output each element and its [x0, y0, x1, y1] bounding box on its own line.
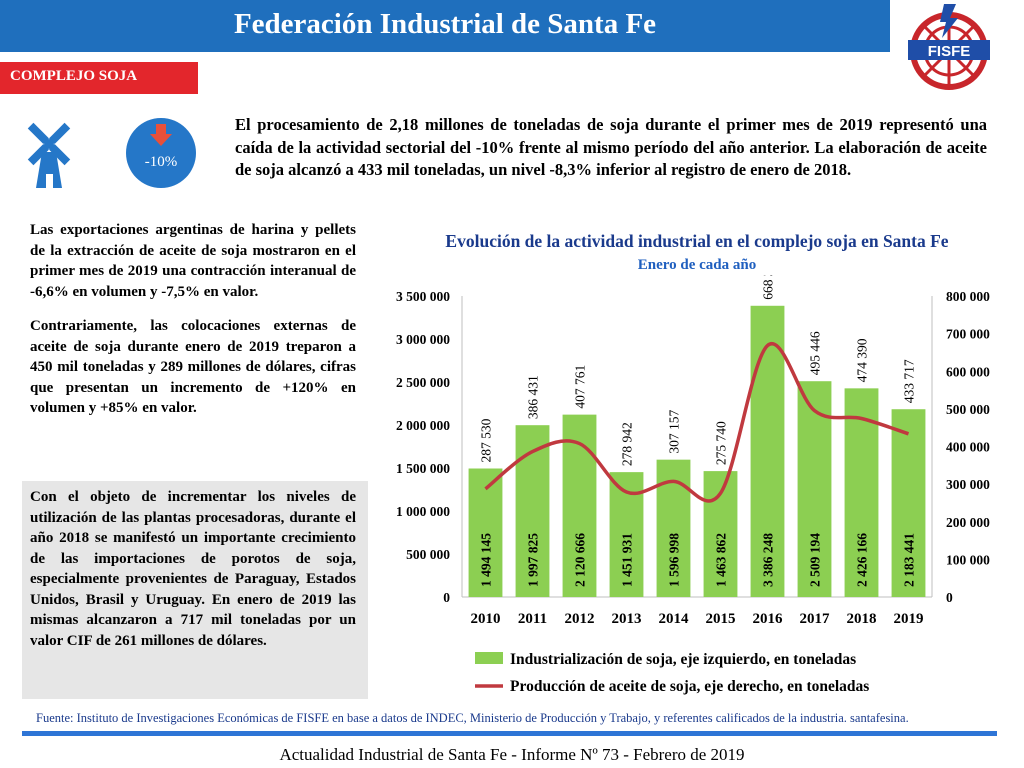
x-tick-label: 2011: [518, 611, 547, 627]
section-tag: COMPLEJO SOJA: [0, 62, 198, 94]
x-tick-label: 2018: [847, 611, 877, 627]
y-left-tick-label: 2 500 000: [396, 375, 450, 390]
bar-data-label: 1 463 862: [714, 533, 729, 587]
bar-data-label: 1 494 145: [479, 533, 494, 587]
bar-data-label: 2 426 166: [855, 533, 870, 587]
bar-data-label: 1 997 825: [526, 533, 541, 587]
line-oil-production: [484, 341, 910, 503]
y-right-tick-label: 500 000: [946, 402, 990, 417]
y-right-tick-label: 700 000: [946, 327, 990, 342]
y-right-tick-label: 300 000: [946, 477, 990, 492]
y-left-tick-label: 0: [443, 590, 450, 605]
bar-data-label: 2 509 194: [808, 533, 823, 587]
line-data-label: 495 446: [808, 331, 823, 375]
bar-industrialization: [515, 425, 550, 597]
bar-industrialization: [750, 305, 785, 597]
intro-paragraph: El procesamiento de 2,18 millones de ton…: [235, 115, 987, 179]
x-tick-label: 2019: [894, 611, 924, 627]
x-tick-label: 2014: [659, 611, 690, 627]
soy-activity-chart: 0 500 000 1 000 000 1 500 000 2 000 000 2 500…: [396, 275, 990, 695]
legend-line-label: Producción de aceite de soja, eje derech…: [510, 678, 869, 695]
left-column: Las exportaciones argentinas de harina y…: [30, 220, 356, 433]
logo-text: FISFE: [928, 43, 971, 60]
legend-bar-label: Industrialización de soja, eje izquierdo…: [510, 651, 856, 668]
bar-data-label: 1 451 931: [620, 533, 635, 587]
y-left-tick-label: 3 000 000: [396, 332, 450, 347]
bar-data-label: 2 183 441: [902, 533, 917, 587]
y-right-tick-label: 600 000: [946, 364, 990, 379]
footer: Actualidad Industrial de Santa Fe - Info…: [279, 745, 745, 764]
line-data-label: 278 942: [620, 422, 635, 466]
y-left-tick-label: 500 000: [406, 547, 450, 562]
x-tick-label: 2010: [471, 611, 501, 627]
imports-box: Con el objeto de incrementar los niveles…: [22, 481, 368, 699]
header-bar: [0, 0, 890, 52]
chart-title: Evolución de la actividad industrial en …: [445, 231, 949, 251]
badge-value: -10%: [144, 154, 178, 170]
line-data-label: 275 740: [714, 421, 729, 465]
y-right-tick-label: 0: [946, 590, 953, 605]
line-data-label: 407 761: [573, 365, 588, 409]
footer-divider: [22, 731, 997, 736]
x-tick-label: 2015: [706, 611, 736, 627]
line-data-label: 433 717: [902, 359, 917, 403]
x-tick-label: 2017: [800, 611, 831, 627]
arrow-down-icon: [150, 124, 172, 146]
x-tick-label: 2012: [565, 611, 595, 627]
chart-subtitle: Enero de cada año: [637, 257, 757, 273]
x-tick-label: 2013: [612, 611, 642, 627]
fisfe-logo: FISFE: [908, 4, 990, 90]
line-data-label: 307 157: [667, 410, 682, 454]
y-right-tick-label: 800 000: [946, 289, 990, 304]
decline-badge: -10%: [126, 118, 196, 188]
y-left-tick-label: 3 500 000: [396, 289, 450, 304]
x-tick-label: 2016: [753, 611, 784, 627]
page-title: Federación Industrial de Santa Fe: [233, 8, 657, 40]
exports-paragraph: Las exportaciones argentinas de harina y…: [30, 222, 356, 300]
bar-data-label: 3 386 248: [761, 533, 776, 587]
y-right-tick-label: 200 000: [946, 515, 990, 530]
oil-exports-paragraph: Contrariamente, las colocaciones externa…: [30, 318, 356, 416]
y-left-tick-label: 1 000 000: [396, 504, 450, 519]
y-left-tick-label: 2 000 000: [396, 418, 450, 433]
source-note: Fuente: Instituto de Investigaciones Eco…: [36, 711, 909, 725]
line-data-label: 287 530: [479, 418, 494, 462]
windmill-icon: [27, 122, 71, 188]
line-data-label: 474 390: [855, 338, 870, 382]
legend-bar-swatch: [475, 652, 503, 664]
imports-paragraph: Con el objeto de incrementar los niveles…: [30, 489, 356, 649]
line-data-label: 668 309: [761, 275, 776, 300]
bar-data-label: 2 120 666: [573, 533, 588, 587]
bar-data-label: 1 596 998: [667, 533, 682, 587]
bar-industrialization: [891, 409, 926, 597]
y-right-tick-label: 100 000: [946, 552, 990, 567]
bar-industrialization: [468, 468, 503, 597]
section-tag-label: COMPLEJO SOJA: [10, 68, 138, 84]
y-right-tick-label: 400 000: [946, 440, 990, 455]
line-data-label: 386 431: [526, 375, 541, 419]
y-left-tick-label: 1 500 000: [396, 461, 450, 476]
